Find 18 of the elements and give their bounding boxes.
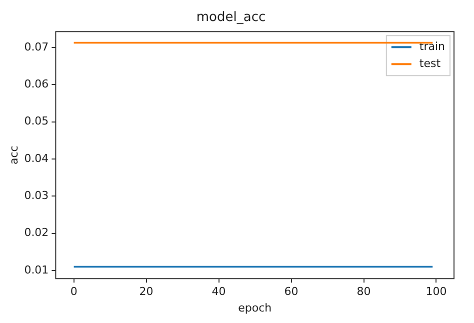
x-tick-label: 80 [356, 285, 371, 298]
x-tick-label: 0 [70, 285, 78, 298]
legend-label: train [419, 40, 446, 53]
x-tick-label: 40 [212, 285, 226, 298]
x-tick-label: 100 [426, 285, 447, 298]
y-tick-label: 0.03 [24, 189, 49, 202]
y-tick-label: 0.02 [24, 226, 49, 240]
x-tick-label: 60 [284, 285, 298, 298]
y-axis-title: acc [7, 146, 20, 165]
chart-title: model_acc [196, 10, 266, 26]
y-tick-label: 0.06 [24, 78, 49, 91]
x-axis-title: epoch [238, 301, 272, 314]
legend-label: test [419, 56, 442, 70]
y-tick-label: 0.05 [24, 114, 49, 128]
y-tick-label: 0.01 [24, 263, 49, 276]
y-tick-label: 0.07 [24, 40, 49, 54]
y-tick-label: 0.04 [24, 152, 49, 165]
x-tick-label: 20 [139, 285, 154, 298]
